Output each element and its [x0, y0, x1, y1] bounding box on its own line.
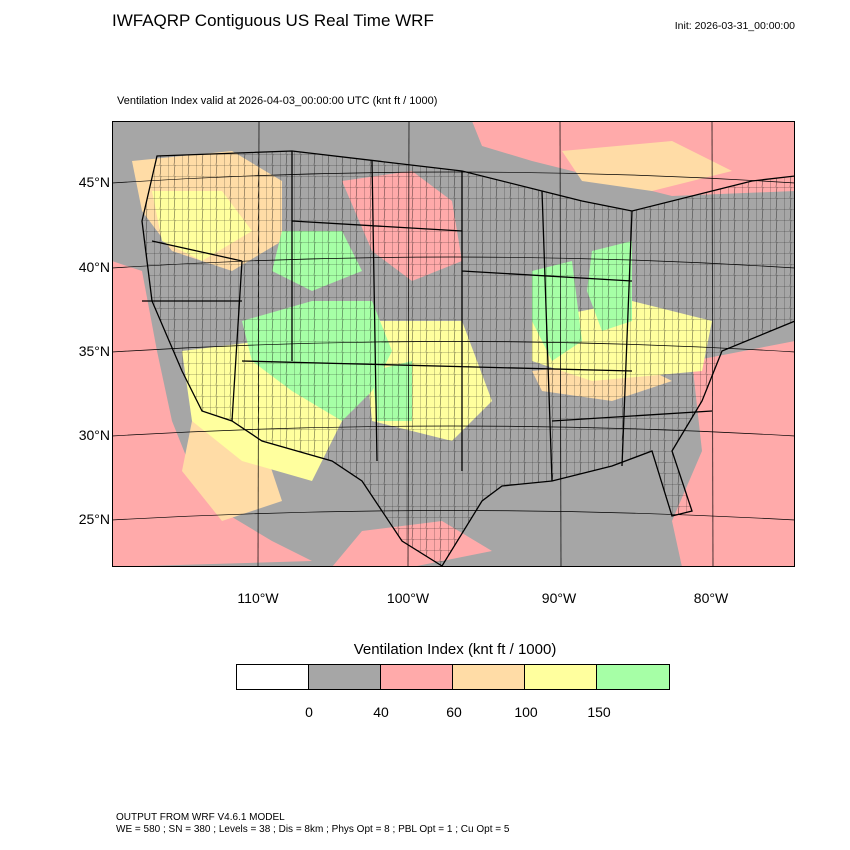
- colorbar-tick: 40: [373, 704, 389, 720]
- colorbar-tick: 150: [587, 704, 611, 720]
- lat-label-30n: 30°N: [78, 427, 110, 443]
- lon-label-90w: 90°W: [541, 590, 577, 606]
- colorbar-swatch: [453, 665, 525, 689]
- lat-label-25n: 25°N: [78, 511, 110, 527]
- plot-title: IWFAQRP Contiguous US Real Time WRF: [112, 11, 434, 30]
- colorbar-tick: 60: [446, 704, 462, 720]
- colorbar-swatch: [597, 665, 669, 689]
- model-info-line1: OUTPUT FROM WRF V4.6.1 MODEL: [116, 812, 285, 823]
- colorbar-swatch: [525, 665, 597, 689]
- lon-label-80w: 80°W: [693, 590, 729, 606]
- colorbar-tick: 100: [514, 704, 538, 720]
- state-boundaries: [141, 150, 795, 567]
- lat-label-40n: 40°N: [78, 259, 110, 275]
- colorbar: [236, 664, 670, 690]
- lon-label-110w: 110°W: [237, 590, 279, 606]
- colorbar-tick: 0: [305, 704, 313, 720]
- lat-label-35n: 35°N: [78, 343, 110, 359]
- graticule: [112, 121, 795, 567]
- model-info-line2: WE = 580 ; SN = 380 ; Levels = 38 ; Dis …: [116, 824, 510, 835]
- field-subtitle: Ventilation Index valid at 2026-04-03_00…: [117, 95, 438, 107]
- county-boundaries: [142, 151, 795, 566]
- ventilation-index-map: [112, 121, 795, 567]
- init-time: Init: 2026-03-31_00:00:00: [674, 20, 795, 32]
- lon-label-100w: 100°W: [386, 590, 430, 606]
- map-panel: [112, 121, 795, 567]
- colorbar-title: Ventilation Index (knt ft / 1000): [353, 641, 557, 658]
- colorbar-swatch: [309, 665, 381, 689]
- colorbar-swatch: [237, 665, 309, 689]
- lat-label-45n: 45°N: [78, 174, 110, 190]
- colorbar-swatch: [381, 665, 453, 689]
